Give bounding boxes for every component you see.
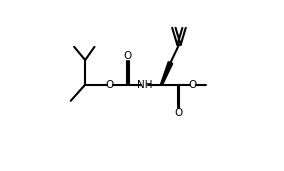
Text: O: O	[189, 80, 197, 90]
Text: NH: NH	[137, 80, 152, 90]
Text: O: O	[174, 108, 183, 118]
Text: O: O	[106, 80, 114, 90]
Text: O: O	[124, 51, 132, 61]
Polygon shape	[160, 62, 173, 85]
